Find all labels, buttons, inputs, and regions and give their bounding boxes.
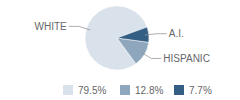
legend: 79.5% 12.8% 7.7% xyxy=(63,85,212,96)
leader-line xyxy=(141,52,161,58)
slice-label: A.I. xyxy=(169,28,184,39)
chart: WHITE HISPANIC A.I. 79.5% 12.8% 7.7% xyxy=(0,0,240,100)
legend-swatch xyxy=(174,85,184,95)
legend-label: 79.5% xyxy=(78,85,106,96)
leader-line xyxy=(69,26,90,29)
legend-label: 7.7% xyxy=(189,85,212,96)
legend-swatch xyxy=(120,85,130,95)
legend-label: 12.8% xyxy=(135,85,163,96)
pie: WHITE HISPANIC A.I. xyxy=(35,6,210,70)
slice-label: HISPANIC xyxy=(163,53,210,64)
slice-label: WHITE xyxy=(35,21,68,32)
pie-slice xyxy=(117,27,149,42)
leader-line xyxy=(145,34,167,35)
legend-swatch xyxy=(63,85,73,95)
